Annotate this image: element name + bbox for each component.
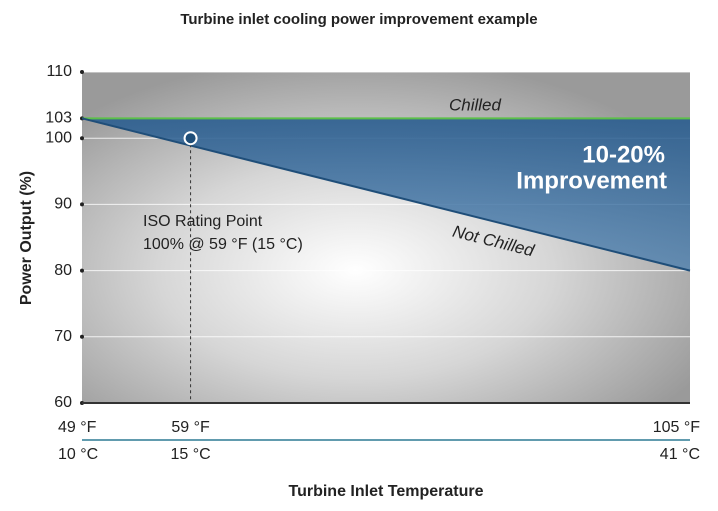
annotation: ISO Rating Point	[143, 213, 263, 230]
x-axis-label: Turbine Inlet Temperature	[289, 483, 484, 500]
y-tick-label: 60	[54, 394, 72, 411]
y-tick-mark	[80, 70, 84, 74]
series-line	[81, 117, 691, 272]
y-tick-label: 110	[46, 63, 72, 80]
y-tick-label: 100	[45, 129, 72, 146]
y-tick-mark	[80, 268, 84, 273]
annotation: Improvement	[516, 167, 667, 194]
y-tick-mark	[80, 202, 84, 207]
y-tick-label: 103	[45, 110, 72, 127]
y-tick-label: 70	[54, 328, 72, 345]
iso-point	[183, 131, 198, 146]
y-tick-mark	[80, 136, 84, 141]
annotation: 10-20%	[582, 141, 665, 168]
chart-title: Turbine inlet cooling power improvement …	[180, 11, 537, 28]
annotation: 100% @ 59 °F (15 °C)	[143, 236, 303, 253]
y-axis-label: Power Output (%)	[18, 171, 35, 305]
x-tick-label: 59 °F	[171, 419, 210, 436]
x-tick-label-celsius: 15 °C	[170, 446, 210, 463]
x-tick-label: 105 °F	[653, 419, 701, 436]
x-tick-label-celsius: 41 °C	[660, 446, 700, 463]
x-tick-label-celsius: 10 °C	[58, 446, 98, 463]
y-tick-mark	[80, 334, 84, 339]
y-tick-label: 90	[54, 196, 72, 213]
series-label: Chilled	[449, 95, 502, 114]
x-tick-label: 49 °F	[58, 419, 97, 436]
y-tick-label: 80	[54, 262, 72, 279]
